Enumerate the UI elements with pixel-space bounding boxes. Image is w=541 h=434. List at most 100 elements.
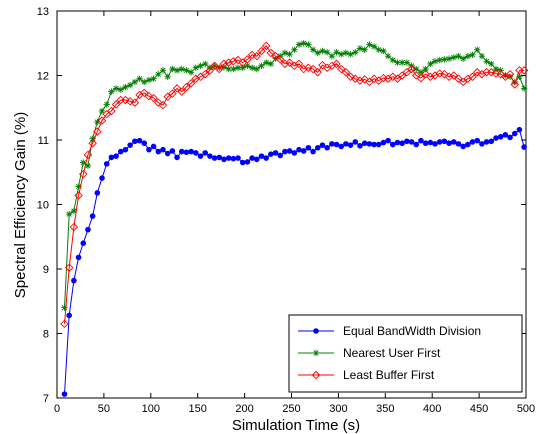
data-point (263, 155, 269, 161)
data-point (233, 55, 243, 65)
data-point (80, 240, 87, 246)
data-point (347, 51, 354, 58)
legend-entry: Nearest User First (298, 346, 441, 360)
data-point (516, 73, 523, 80)
data-point (61, 304, 68, 311)
data-point (168, 89, 177, 98)
x-tick-label: 400 (423, 403, 441, 415)
data-point (347, 142, 354, 148)
data-point (319, 47, 326, 55)
data-point (197, 62, 204, 70)
data-point (89, 135, 96, 142)
data-point (370, 43, 378, 50)
data-point (305, 144, 312, 151)
data-point (239, 64, 246, 71)
data-point (125, 97, 135, 106)
data-point (366, 141, 373, 147)
data-point (313, 68, 323, 77)
data-point (394, 139, 401, 146)
data-point (136, 137, 143, 144)
legend-swatch-marker (311, 370, 321, 380)
data-point (215, 64, 224, 74)
data-point (291, 46, 298, 53)
data-point (276, 55, 285, 64)
data-point (352, 49, 359, 56)
data-point (412, 71, 421, 80)
data-point (141, 78, 148, 86)
data-point (393, 74, 402, 83)
data-point (177, 87, 186, 96)
data-point (444, 72, 454, 82)
y-tick-label: 10 (37, 200, 49, 212)
data-point (388, 72, 398, 82)
data-point (197, 153, 204, 159)
data-point (511, 78, 518, 86)
data-point (155, 148, 162, 155)
legend-swatch-marker (313, 328, 319, 334)
data-point (117, 86, 124, 93)
data-point (200, 69, 210, 79)
data-point (75, 254, 82, 261)
data-point (225, 155, 232, 161)
data-point (390, 141, 396, 148)
data-point (404, 138, 410, 145)
data-point (89, 213, 96, 219)
data-point (79, 169, 88, 179)
data-point (319, 142, 326, 148)
axis-ticks: 0 50 100 150 200 250 300 350 400 450 500 7 8 9 10 11 12 1… (37, 6, 535, 415)
data-point (66, 312, 72, 319)
data-point (193, 150, 199, 156)
data-point (394, 59, 401, 66)
x-tick-label: 350 (376, 403, 394, 415)
data-point (249, 155, 255, 161)
data-point (300, 40, 307, 47)
data-point (472, 68, 482, 77)
data-point (205, 66, 215, 75)
data-point (136, 75, 143, 82)
data-point (427, 139, 434, 146)
data-point (441, 56, 448, 63)
data-point (207, 153, 213, 159)
data-point (141, 140, 148, 147)
data-point (282, 148, 288, 155)
data-point (308, 64, 318, 74)
data-point (314, 144, 321, 151)
data-point (446, 140, 452, 147)
data-point (130, 98, 140, 107)
data-point (497, 133, 504, 140)
data-point (219, 59, 229, 69)
data-point (280, 59, 290, 69)
data-point (61, 391, 68, 397)
data-point (261, 41, 271, 51)
data-point (266, 48, 276, 58)
data-point (474, 46, 481, 53)
data-point (418, 137, 424, 144)
data-point (413, 141, 420, 148)
data-point (145, 76, 153, 84)
data-point (449, 71, 459, 80)
data-point (108, 154, 115, 161)
data-point (479, 141, 485, 147)
data-point (469, 139, 476, 145)
data-point (450, 139, 457, 145)
data-point (80, 159, 87, 166)
data-point (398, 59, 406, 66)
data-point (295, 41, 303, 48)
data-point (408, 139, 415, 145)
data-point (384, 52, 392, 60)
data-point (323, 49, 331, 56)
data-point (267, 60, 275, 68)
data-point (427, 60, 434, 68)
data-point (71, 277, 77, 284)
data-point (173, 67, 181, 74)
data-point (454, 74, 463, 83)
data-point (366, 41, 373, 48)
data-point (483, 58, 490, 65)
data-point (519, 66, 529, 75)
data-point (159, 67, 167, 74)
data-point (309, 46, 317, 53)
data-point (186, 79, 196, 88)
data-point (144, 91, 154, 101)
y-tick-label: 11 (38, 135, 49, 147)
data-point (210, 61, 219, 71)
